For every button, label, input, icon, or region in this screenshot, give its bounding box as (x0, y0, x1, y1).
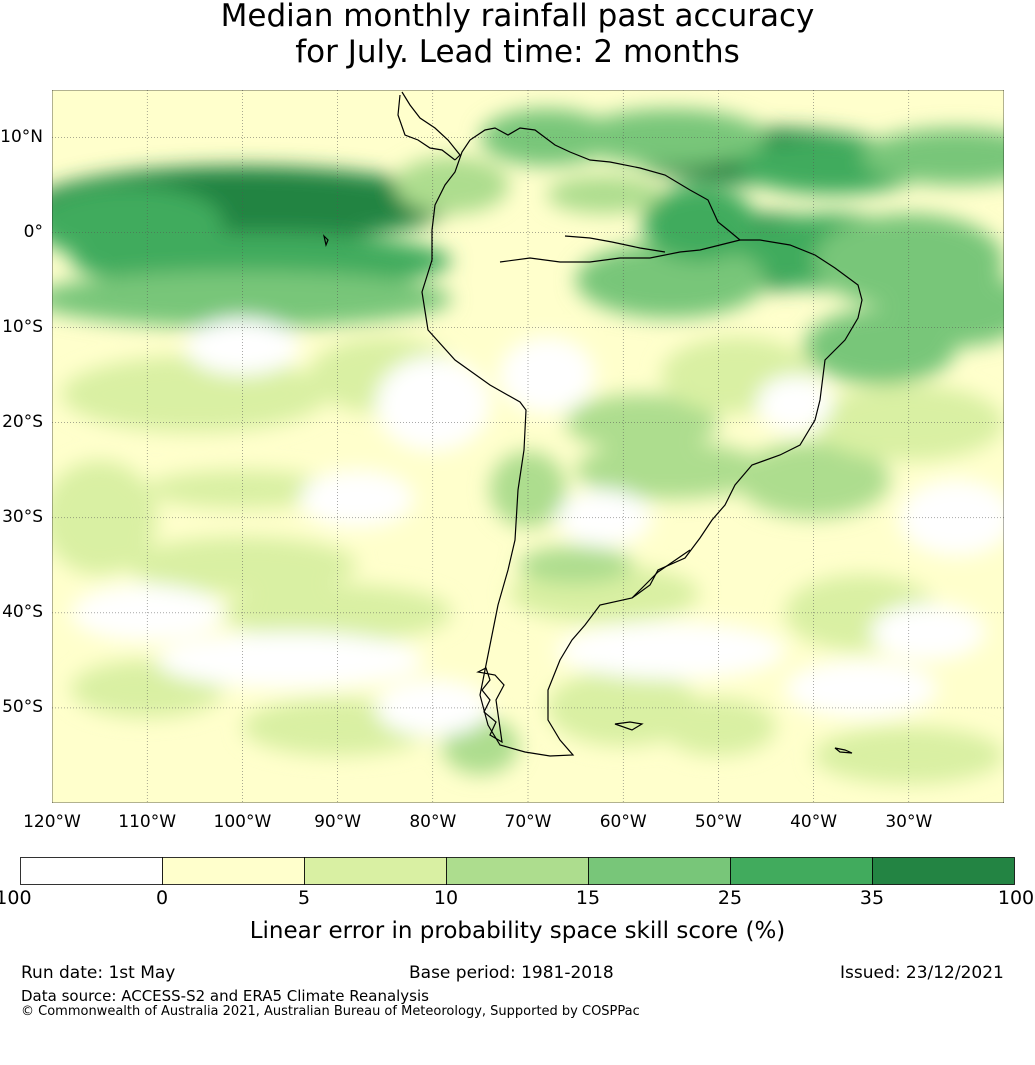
colorbar-tick-label: 100 (997, 887, 1035, 909)
colorbar-segment (872, 857, 1015, 885)
colorbar-tick-label: -100 (0, 887, 32, 909)
graticule (52, 90, 1004, 803)
lon-label: 60°W (599, 812, 647, 832)
lon-label: 110°W (118, 812, 177, 832)
galapagos-islands (322, 234, 329, 248)
colorbar-segment (162, 857, 305, 885)
base-period: Base period: 1981-2018 (409, 963, 614, 983)
colorbar-tick-label: 0 (155, 887, 169, 909)
lat-label: 40°S (2, 601, 43, 622)
colorbar (20, 857, 1015, 885)
skill-blob (61, 356, 329, 433)
no-skill-blob (899, 479, 1004, 556)
colorbar-tick-label: 15 (575, 887, 601, 909)
skill-blob (52, 270, 452, 328)
colorbar-tick-label: 35 (859, 887, 885, 909)
orinoco-river (564, 235, 666, 253)
lat-label: 10°S (2, 316, 43, 337)
lon-label: 40°W (790, 812, 838, 832)
chart-title-line2: for July. Lead time: 2 months (295, 34, 740, 70)
parana-river (631, 549, 691, 599)
skill-field (52, 90, 1004, 803)
skill-blob (52, 460, 157, 575)
lat-label: 50°S (2, 696, 43, 717)
lat-label: 20°S (2, 411, 43, 432)
no-skill-blob (756, 375, 833, 433)
data-source: Data source: ACCESS-S2 and ERA5 Climate … (21, 987, 429, 1005)
colorbar-tick-label: 5 (297, 887, 311, 909)
skill-blob (394, 156, 509, 214)
issued-date: Issued: 23/12/2021 (840, 963, 1004, 983)
lon-label: 120°W (23, 812, 81, 832)
colorbar-segment (20, 857, 163, 885)
skill-blob (128, 536, 357, 594)
colorbar-segment (304, 857, 447, 885)
copyright: © Commonwealth of Australia 2021, Austra… (21, 1004, 640, 1019)
skill-blob (737, 441, 890, 518)
colorbar-segment (588, 857, 731, 885)
no-skill-blob (156, 631, 424, 689)
lon-label: 100°W (213, 812, 272, 832)
lon-label: 70°W (504, 812, 552, 832)
run-date: Run date: 1st May (21, 963, 176, 983)
falkland-islands (614, 721, 644, 731)
lon-label: 30°W (885, 812, 933, 832)
amazon-river (499, 239, 741, 263)
coastlines (322, 91, 863, 757)
colorbar-segment (730, 857, 873, 885)
no-skill-blob (375, 356, 490, 452)
lat-label: 10°N (0, 126, 43, 147)
skill-blob (880, 270, 1004, 347)
colorbar-tick-label: 10 (433, 887, 459, 909)
skill-blob (813, 384, 1004, 461)
lon-label: 50°W (694, 812, 742, 832)
no-skill-blob (185, 318, 300, 376)
lat-label: 0° (23, 221, 43, 242)
no-skill-blob (299, 470, 414, 528)
colorbar-tick-label: 25 (717, 887, 743, 909)
no-skill-blob (375, 679, 490, 737)
chiloe-archipelago (476, 667, 505, 744)
skill-blob (813, 726, 1004, 784)
no-skill-blob (785, 660, 938, 718)
south-georgia-island (834, 747, 853, 754)
skill-blob (861, 128, 1004, 186)
lon-label: 90°W (314, 812, 362, 832)
lat-label: 30°S (2, 506, 43, 527)
skill-blob (642, 185, 757, 262)
skill-blob (566, 394, 719, 452)
colorbar-segment (446, 857, 589, 885)
colorbar-label: Linear error in probability space skill … (249, 918, 786, 944)
chart-title-line1: Median monthly rainfall past accuracy (220, 0, 815, 34)
lon-label: 80°W (409, 812, 457, 832)
skill-blob (547, 175, 662, 214)
skill-blob (518, 546, 633, 585)
central-america-coastline (397, 91, 461, 161)
no-skill-blob (870, 603, 985, 661)
south-america-coastline (421, 127, 863, 757)
no-skill-blob (556, 622, 786, 680)
no-skill-blob (499, 337, 595, 414)
